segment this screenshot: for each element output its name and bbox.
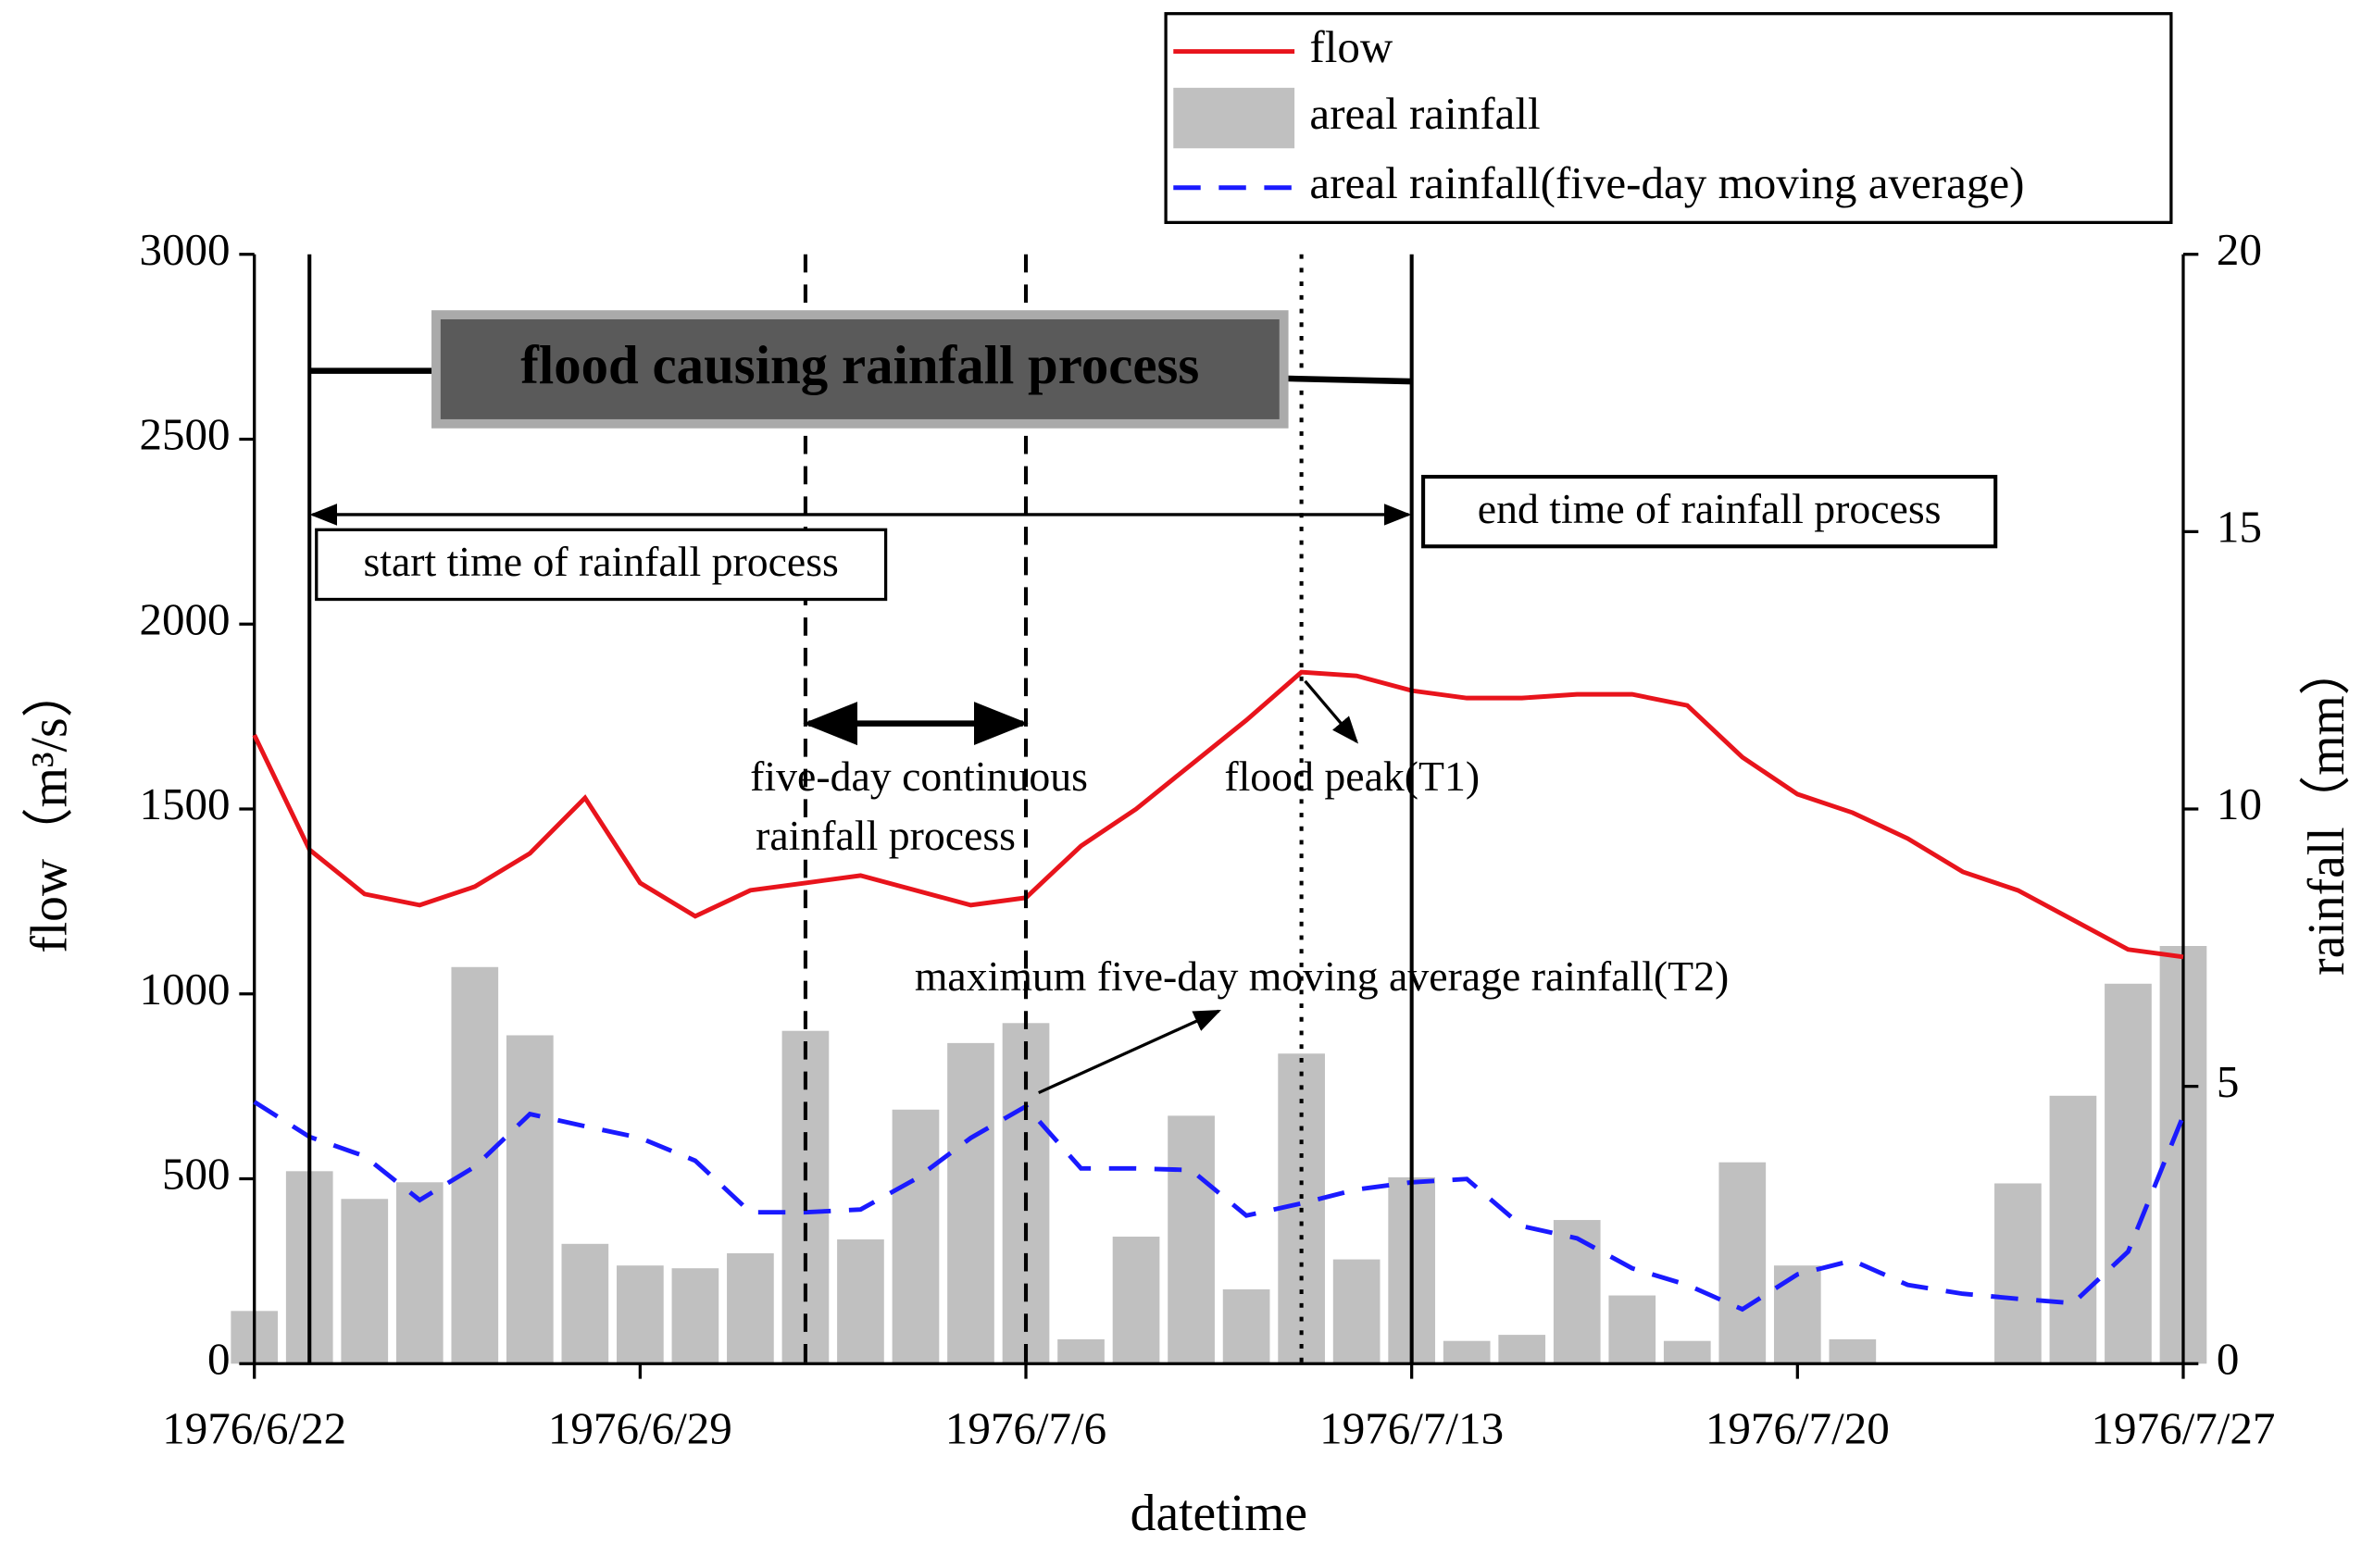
y-tick-label: 500 — [162, 1149, 231, 1200]
y-tick-label: 3000 — [139, 224, 230, 275]
bar — [1443, 1340, 1491, 1364]
line — [252, 669, 2184, 960]
x-tick-label: 1976/7/13 — [1319, 1403, 1504, 1454]
y2-tick-label: 15 — [2217, 502, 2262, 553]
arrow — [1038, 1009, 1222, 1095]
bar — [837, 1239, 884, 1364]
line — [253, 1100, 2186, 1313]
bar — [1718, 1162, 1767, 1364]
legend-box — [1164, 12, 2173, 224]
arrow — [1304, 679, 1359, 744]
bar — [1829, 1338, 1877, 1364]
x-axis-title: datetime — [1131, 1485, 1307, 1542]
process-box — [431, 310, 1289, 429]
bar — [617, 1265, 664, 1364]
bar — [1553, 1220, 1601, 1364]
legend-swatch — [1173, 87, 1295, 149]
bar — [1773, 1265, 1821, 1364]
annotation: end time of rainfall process — [1478, 485, 1942, 532]
bar — [1332, 1259, 1381, 1364]
bar — [2049, 1095, 2097, 1364]
x-tick-label: 1976/7/27 — [2092, 1403, 2276, 1454]
annotation: rainfall process — [756, 812, 1016, 859]
bar — [561, 1243, 609, 1364]
y2-tick-label: 20 — [2217, 224, 2262, 275]
y-tick-label: 1000 — [139, 964, 230, 1014]
annotation: flood causing rainfall process — [520, 335, 1199, 395]
legend: flow areal rainfall areal rainfall(five-… — [1164, 12, 2173, 224]
legend-label: areal rainfall — [1309, 88, 1540, 139]
bar — [947, 1042, 994, 1364]
bar — [451, 966, 499, 1364]
bar — [1222, 1288, 1270, 1364]
y2-tick-label: 0 — [2217, 1334, 2240, 1385]
bar — [2105, 983, 2152, 1364]
label-box — [315, 528, 888, 602]
bar — [727, 1253, 774, 1364]
y-tick-label: 1500 — [139, 778, 230, 829]
y-tick-label: 0 — [207, 1334, 231, 1385]
bracket — [1281, 375, 1412, 385]
x-tick-label: 1976/7/6 — [945, 1403, 1106, 1454]
y2-tick-label: 10 — [2217, 778, 2262, 829]
legend-label: flow — [1309, 21, 1393, 72]
y2-tick-label: 5 — [2217, 1056, 2240, 1107]
bar — [892, 1109, 940, 1364]
label-box — [1421, 475, 1998, 549]
legend-label: areal rainfall(five-day moving average) — [1309, 157, 2024, 208]
annotation: maximum five-day moving average rainfall… — [915, 952, 1729, 1000]
annotation: flood peak(T1) — [1224, 753, 1480, 800]
bar — [341, 1199, 389, 1364]
bar — [1112, 1237, 1160, 1364]
bar — [1498, 1335, 1546, 1364]
x-tick-label: 1976/6/29 — [548, 1403, 732, 1454]
bar — [506, 1035, 554, 1364]
y-tick-label: 2500 — [139, 409, 230, 460]
annotation: five-day continuous — [750, 753, 1088, 800]
bar — [395, 1182, 444, 1364]
y2-axis-title: rainfall（mm） — [2298, 644, 2355, 976]
annotation: start time of rainfall process — [363, 538, 838, 585]
y-axis-title: flow（m³/s） — [21, 666, 79, 953]
bar — [1168, 1115, 1215, 1364]
bar — [1994, 1183, 2042, 1364]
x-tick-label: 1976/7/20 — [1706, 1403, 1890, 1454]
bar — [1057, 1338, 1105, 1364]
bar — [671, 1268, 719, 1364]
bar — [1608, 1295, 1656, 1364]
x-tick-label: 1976/6/22 — [162, 1403, 346, 1454]
bar — [1663, 1340, 1711, 1364]
y-tick-label: 2000 — [139, 593, 230, 644]
